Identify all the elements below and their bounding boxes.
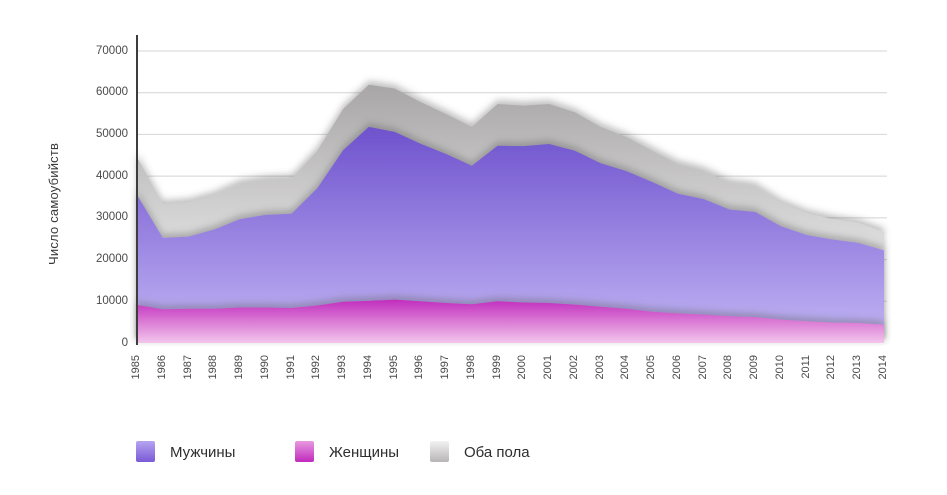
x-tick-label: 2009 [748, 355, 761, 380]
x-tick-label: 1993 [336, 355, 349, 380]
x-tick-label: 2001 [542, 355, 555, 380]
legend-swatch [430, 441, 449, 462]
y-tick-label: 20000 [96, 253, 128, 266]
x-tick-label: 1998 [464, 355, 477, 380]
x-tick-label: 1992 [310, 355, 323, 380]
x-tick-label: 1989 [233, 355, 246, 380]
legend-label: Оба пола [464, 444, 530, 461]
y-tick-label: 60000 [96, 86, 128, 99]
x-tick-label: 2007 [696, 355, 709, 380]
x-tick-label: 1985 [130, 355, 142, 380]
y-tick-label: 30000 [96, 211, 128, 224]
x-tick-label: 2013 [851, 355, 864, 380]
x-tick-label: 1988 [207, 355, 220, 380]
x-tick-label: 1987 [181, 355, 194, 380]
x-tick-label: 1986 [155, 355, 168, 380]
x-tick-label: 1999 [490, 355, 503, 380]
legend-swatch [295, 441, 314, 462]
x-tick-label: 1991 [284, 355, 297, 380]
y-tick-label: 0 [121, 336, 128, 349]
x-tick-label: 2014 [877, 355, 889, 380]
legend-label: Мужчины [170, 444, 236, 461]
legend-label: Женщины [329, 444, 400, 461]
x-tick-label: 2005 [645, 355, 658, 380]
y-tick-label: 10000 [96, 294, 128, 307]
x-tick-label: 2011 [799, 355, 812, 379]
x-tick-label: 1997 [439, 355, 452, 380]
x-tick-label: 2008 [722, 355, 735, 380]
y-tick-label: 70000 [96, 44, 128, 57]
y-axis-title: Число самоубийств [46, 142, 61, 265]
x-tick-label: 1996 [413, 355, 426, 380]
legend-swatch [136, 441, 155, 462]
x-tick-label: 2004 [619, 355, 632, 380]
x-tick-label: 2010 [773, 355, 786, 380]
x-tick-label: 1990 [258, 355, 271, 380]
x-tick-label: 2003 [593, 355, 606, 380]
x-tick-label: 2012 [825, 355, 838, 380]
y-tick-label: 50000 [96, 127, 128, 140]
x-tick-label: 1994 [361, 355, 374, 380]
area-men [137, 126, 884, 344]
area-women [137, 299, 884, 343]
y-tick-label: 40000 [96, 169, 128, 182]
x-tick-label: 2006 [670, 355, 683, 380]
x-tick-label: 1995 [387, 355, 400, 380]
x-tick-label: 2000 [516, 355, 529, 380]
x-tick-label: 2002 [567, 355, 580, 380]
